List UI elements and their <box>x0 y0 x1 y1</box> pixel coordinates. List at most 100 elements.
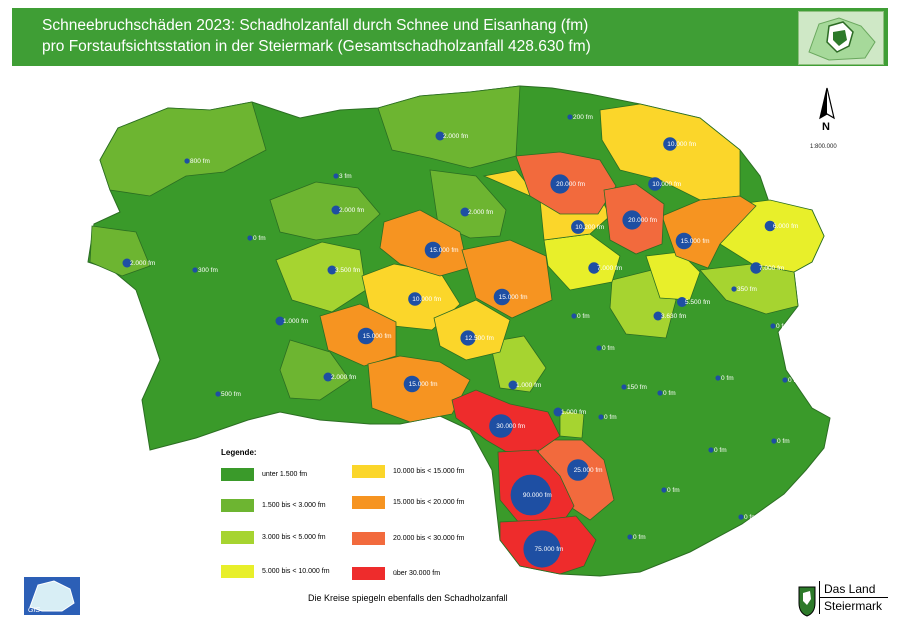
station-circle <box>357 327 375 345</box>
region-green-southwest <box>279 339 351 401</box>
legend-swatch <box>352 496 385 509</box>
station-label: 15.000 fm <box>430 247 459 254</box>
station-circle <box>675 232 693 250</box>
station-label: 3 fm <box>339 173 352 180</box>
station-circle <box>247 235 253 241</box>
station-circle <box>571 313 577 319</box>
panther-crest-icon <box>798 586 816 617</box>
station-circle <box>588 262 600 274</box>
station-circle <box>627 534 633 540</box>
station-circle <box>553 407 563 417</box>
station-circle <box>731 286 737 292</box>
station-label: 90.000 fm <box>523 492 552 499</box>
region-yellow-east <box>719 199 825 273</box>
station-label: 1.000 fm <box>516 382 541 389</box>
station-label: 0 fm <box>253 235 266 242</box>
legend-swatch <box>221 468 254 481</box>
map-footnote: Die Kreise spiegeln ebenfalls den Schadh… <box>308 593 508 603</box>
legend-item: 10.000 bis < 15.000 fm <box>352 465 464 478</box>
station-circle <box>657 390 663 396</box>
station-label: 10.000 fm <box>652 181 681 188</box>
land-wordmark: Das Land Steiermark <box>819 581 888 614</box>
legend-swatch <box>221 499 254 512</box>
station-circle <box>715 375 721 381</box>
station-label: 0 fm <box>604 414 617 421</box>
north-arrow-icon <box>819 87 835 120</box>
station-label: 3.630 fm <box>661 313 686 320</box>
station-circle <box>122 258 132 268</box>
map-scale: 1:800.000 <box>810 144 837 150</box>
legend-item: 15.000 bis < 20.000 fm <box>352 496 464 509</box>
station-label: 2.000 fm <box>443 133 468 140</box>
station-circle <box>275 316 285 326</box>
station-circle <box>782 377 788 383</box>
region-orange-5 <box>661 195 757 269</box>
station-label: 1.000 fm <box>561 409 586 416</box>
station-label: 2.000 fm <box>331 374 356 381</box>
station-label: 25.000 fm <box>574 467 603 474</box>
region-orange-1 <box>379 209 469 277</box>
station-circle <box>596 345 602 351</box>
legend-label: 20.000 bis < 30.000 fm <box>393 535 465 542</box>
station-circle <box>460 330 476 346</box>
legend-title: Legende: <box>221 448 257 457</box>
station-label: 15.000 fm <box>409 381 438 388</box>
region-green-west <box>99 101 267 197</box>
station-circle <box>621 384 627 390</box>
legend-swatch <box>221 531 254 544</box>
legend-swatch <box>352 465 385 478</box>
land-steiermark-logo: Das Land Steiermark <box>797 581 889 617</box>
station-circle <box>550 174 570 194</box>
legend-item: 5.000 bis < 10.000 fm <box>221 565 330 578</box>
station-label: 2.000 fm <box>339 207 364 214</box>
region-yellowgreen-3 <box>489 335 547 393</box>
station-circle <box>677 297 687 307</box>
north-label: N <box>822 121 830 133</box>
styrian-crest-thumbnail <box>798 11 884 65</box>
station-label: 20.000 fm <box>628 217 657 224</box>
legend-item: 20.000 bis < 30.000 fm <box>352 532 464 545</box>
station-label: 7.000 fm <box>597 265 622 272</box>
station-label: 200 fm <box>573 114 593 121</box>
station-circle <box>648 177 662 191</box>
legend-swatch <box>221 565 254 578</box>
station-circle <box>663 137 677 151</box>
station-circle <box>403 375 421 393</box>
station-circle <box>331 205 341 215</box>
station-circle <box>408 292 422 306</box>
station-label: 2.000 fm <box>130 260 155 267</box>
station-label: 20.000 fm <box>556 181 585 188</box>
station-circle <box>460 207 470 217</box>
station-label: 5.500 fm <box>685 299 710 306</box>
legend-swatch <box>352 532 385 545</box>
station-circle <box>523 530 561 568</box>
legend-item: unter 1.500 fm <box>221 468 307 481</box>
station-label: 15.000 fm <box>363 333 392 340</box>
station-circle <box>424 241 442 259</box>
station-circle <box>493 288 511 306</box>
station-label: 0 fm <box>714 447 727 454</box>
station-label: 350 fm <box>737 286 757 293</box>
station-circle <box>489 414 513 438</box>
legend-item: über 30.000 fm <box>352 567 440 580</box>
station-circle <box>598 414 604 420</box>
station-label: 500 fm <box>221 391 241 398</box>
station-circle <box>323 372 333 382</box>
station-circle <box>333 173 339 179</box>
land-line-1: Das Land <box>824 582 876 596</box>
region-green-centre <box>269 181 381 241</box>
gis-label: GIS <box>28 607 40 614</box>
legend-label: über 30.000 fm <box>393 570 441 577</box>
station-label: 6.000 fm <box>773 223 798 230</box>
station-circle <box>622 210 642 230</box>
station-circle <box>708 447 714 453</box>
station-label: 15.000 fm <box>499 294 528 301</box>
station-label: 0 fm <box>663 390 676 397</box>
station-label: 0 fm <box>776 323 789 330</box>
station-label: 3.500 fm <box>335 267 360 274</box>
title-bar: Schneebruchschäden 2023: Schadholzanfall… <box>12 8 888 66</box>
station-circle <box>750 262 762 274</box>
station-circle <box>184 158 190 164</box>
station-circle <box>771 438 777 444</box>
